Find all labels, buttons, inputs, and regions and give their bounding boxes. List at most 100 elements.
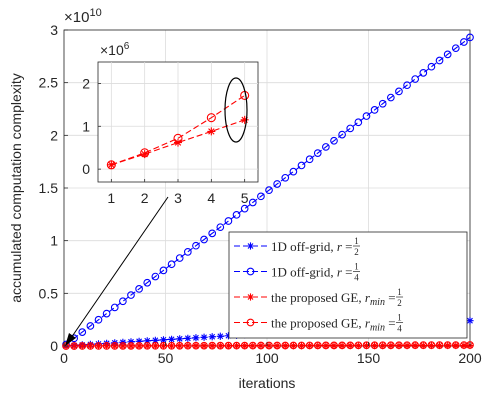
data-point [94,342,103,350]
y-tick-label: 1.5 [39,180,59,196]
y-tick-label: 2 [50,127,58,143]
data-point-shape [208,333,216,341]
data-point-shape [240,341,249,350]
data-point [273,341,282,350]
data-point [322,342,330,350]
data-point-shape [159,341,168,350]
data-point-shape [94,315,103,324]
data-point [119,342,127,350]
data-point-shape [297,161,306,170]
data-point-shape [70,342,78,350]
data-point-shape [216,332,224,340]
data-point-shape [370,106,379,114]
legend-entry-3: the proposed GE, rmin = 14 [234,313,404,334]
y-tick-label: 0.5 [39,285,59,301]
inset-series-1 [106,90,250,170]
data-point-shape [208,341,217,350]
data-point-shape [297,341,306,350]
data-point-shape [443,341,452,349]
data-point-shape [314,342,322,350]
inset-y-tick-label: 2 [82,75,90,91]
data-point-shape [110,342,119,350]
data-point [70,342,78,350]
data-point-shape [208,229,217,238]
data-point [143,278,152,287]
highlight-ellipse [224,77,248,143]
data-point [386,93,395,102]
data-point-shape [183,341,192,350]
data-point-shape [135,341,143,350]
data-point [159,336,168,344]
inset-data-point [106,160,116,170]
x-axis-label: iterations [239,375,296,391]
data-point-shape [338,341,346,350]
data-point [281,341,290,350]
data-point-shape [167,260,176,269]
legend-box [228,231,468,339]
data-point [167,335,176,343]
y-tick-label: 3 [50,22,58,38]
inset-data-point [206,113,216,123]
data-point [232,341,241,350]
data-point [232,342,241,350]
data-point [314,342,322,350]
data-point [354,118,363,127]
data-point-shape [216,223,225,232]
data-point [127,341,135,350]
data-point-shape [224,341,233,350]
data-point [330,136,338,145]
data-point [427,341,436,349]
data-point-shape [167,342,176,350]
data-point-shape [362,341,371,350]
y-tick-label: 1 [50,233,58,249]
data-point [427,62,436,71]
data-point [192,341,200,350]
data-point-shape [265,186,273,194]
data-point [370,106,379,114]
data-point [151,341,160,350]
legend-frac-num: 1 [397,287,402,297]
data-point [208,333,216,341]
data-point [460,38,468,46]
data-point-shape [119,342,127,350]
inset-x-tick-label: 3 [174,190,182,206]
data-point [175,254,184,262]
data-point-shape [403,81,411,90]
data-point-shape [232,342,241,350]
data-point [78,342,86,350]
inset-data-point [107,160,116,169]
data-point [419,69,428,77]
data-point-shape [395,341,403,350]
data-point [94,315,103,324]
legend-marker-shape [246,267,255,276]
inset-x-tick-label: 2 [141,190,149,206]
data-point-shape [86,342,94,350]
inset-data-point [240,115,249,124]
data-point [135,337,143,345]
legend-marker [246,242,255,250]
data-point-shape [257,192,265,201]
data-point [135,341,143,350]
data-point-shape [143,278,152,287]
x-tick-label: 100 [255,350,279,366]
inset-series [106,90,250,170]
data-point-shape [200,341,208,350]
series-1 [62,33,474,349]
data-point [451,341,460,349]
data-point-shape [78,342,86,350]
inset-data-point [140,150,149,159]
data-point [110,303,119,312]
data-point [119,297,127,306]
data-point [265,341,273,350]
data-point-shape [167,341,176,350]
legend-marker-shape [246,318,255,327]
data-point [346,124,355,133]
data-point [127,291,135,299]
data-point [466,33,474,42]
data-point [466,317,474,325]
data-point-shape [119,297,127,306]
data-point [297,161,306,170]
data-point-shape [102,309,111,318]
data-point-shape [167,335,176,343]
